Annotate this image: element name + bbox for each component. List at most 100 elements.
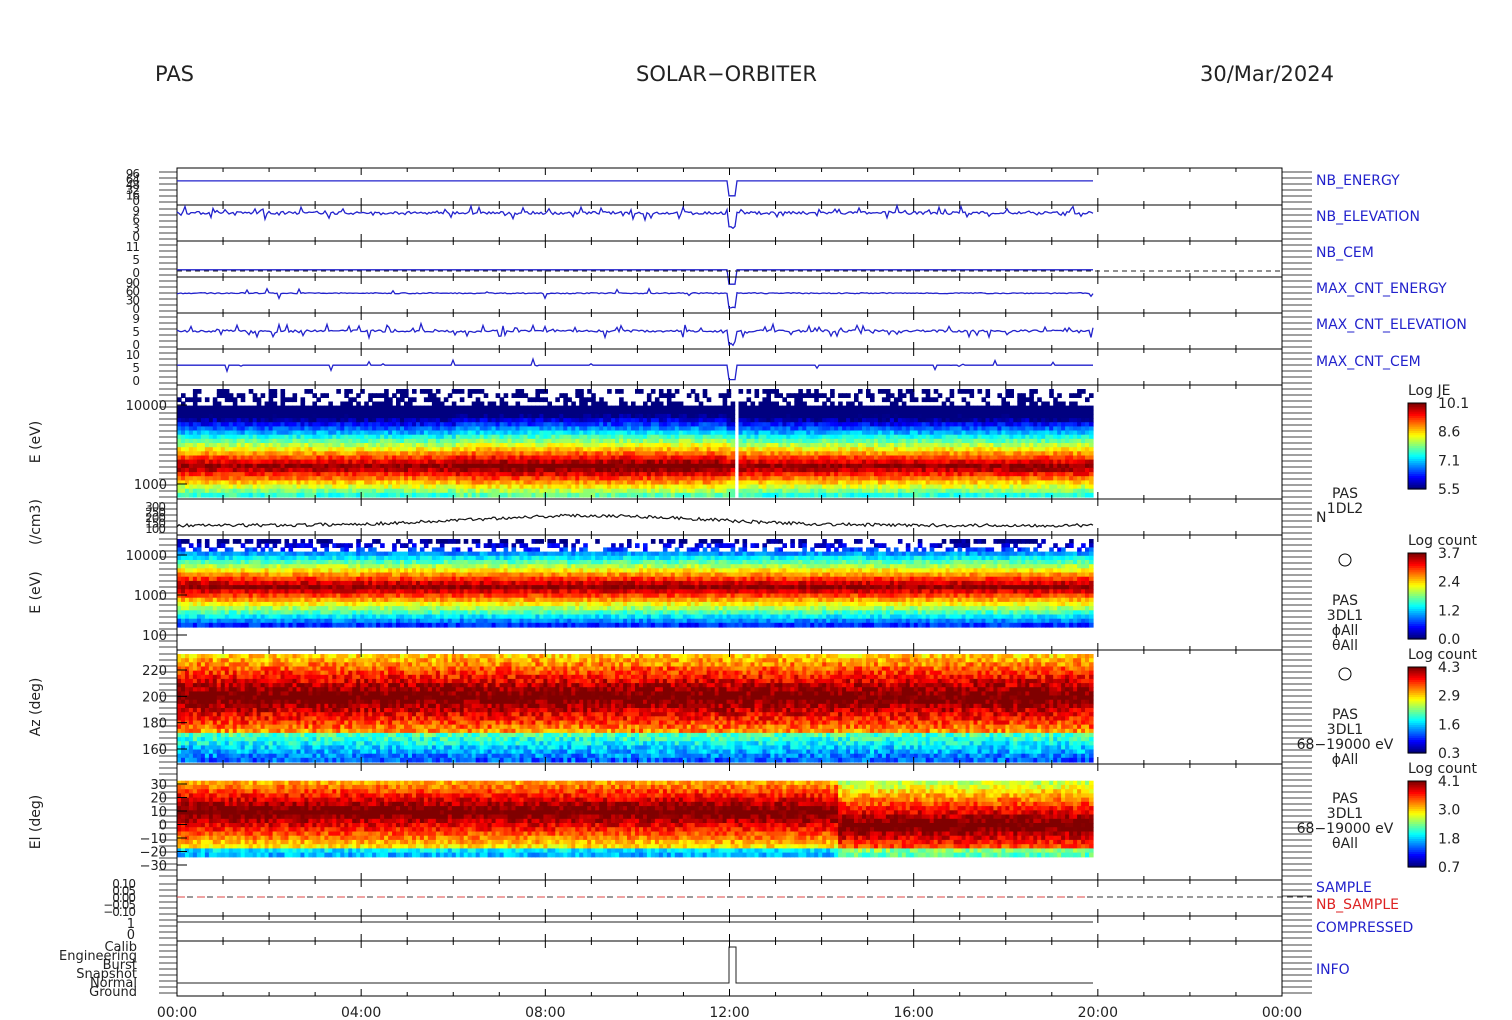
y-tick-label: 0 xyxy=(132,230,139,244)
heatmap-cell xyxy=(599,492,604,498)
heatmap-cell xyxy=(364,467,369,473)
heatmap-cell xyxy=(595,401,600,407)
heatmap-cell xyxy=(292,438,298,444)
heatmap-cell xyxy=(746,422,752,427)
heatmap-cell xyxy=(862,438,867,444)
heatmap-cell xyxy=(248,484,254,490)
heatmap-cell xyxy=(714,443,720,448)
heatmap-cell xyxy=(260,426,266,432)
heatmap-cell xyxy=(722,438,728,444)
heatmap-cell xyxy=(694,459,700,465)
heatmap-cell xyxy=(806,393,811,398)
heatmap-cell xyxy=(551,492,556,498)
heatmap-cell xyxy=(643,422,648,427)
heatmap-cell xyxy=(555,434,560,440)
heatmap-cell xyxy=(296,451,302,457)
heatmap-cell xyxy=(650,438,656,444)
heatmap-cell xyxy=(447,488,453,494)
heatmap-cell xyxy=(228,459,234,465)
heatmap-cell xyxy=(810,393,815,398)
heatmap-cell xyxy=(216,409,222,415)
heatmap-cell xyxy=(503,463,509,469)
heatmap-cell xyxy=(256,401,262,407)
heatmap-cell xyxy=(893,476,899,481)
heatmap-cell xyxy=(866,426,871,432)
heatmap-cell xyxy=(511,455,517,461)
heatmap-cell xyxy=(870,393,875,398)
heatmap-cell xyxy=(419,480,425,486)
heatmap-cell xyxy=(531,426,537,432)
heatmap-cell xyxy=(523,426,529,432)
heatmap-cell xyxy=(196,413,202,419)
heatmap-cell xyxy=(738,438,744,444)
heatmap-cell xyxy=(348,422,353,427)
heatmap-cell xyxy=(639,443,644,448)
heatmap-cell xyxy=(392,393,397,398)
heatmap-cell xyxy=(718,459,724,465)
heatmap-cell xyxy=(244,463,250,469)
heatmap-cell xyxy=(794,397,799,403)
heatmap-cell xyxy=(356,418,361,423)
heatmap-cell xyxy=(443,397,449,403)
heatmap-cell xyxy=(368,484,373,490)
heatmap-cell xyxy=(678,422,684,427)
heatmap-cell xyxy=(535,438,540,444)
heatmap-cell xyxy=(531,447,537,452)
heatmap-cell xyxy=(842,472,847,477)
heatmap-cell xyxy=(778,426,783,432)
heatmap-cell xyxy=(292,443,298,448)
heatmap-cell xyxy=(324,492,329,498)
heatmap-cell xyxy=(220,422,226,427)
heatmap-cell xyxy=(308,447,313,452)
heatmap-cell xyxy=(945,405,951,411)
heatmap-cell xyxy=(248,463,254,469)
heatmap-cell xyxy=(623,434,628,440)
heatmap-cell xyxy=(897,472,903,477)
heatmap-cell xyxy=(643,484,648,490)
heatmap-cell xyxy=(328,443,333,448)
heatmap-cell xyxy=(340,422,345,427)
heatmap-cell xyxy=(260,438,266,444)
heatmap-cell xyxy=(587,451,592,457)
heatmap-cell xyxy=(412,455,417,461)
heatmap-cell xyxy=(750,459,756,465)
heatmap-cell xyxy=(392,488,397,494)
heatmap-cell xyxy=(304,467,309,473)
heatmap-cell xyxy=(332,467,337,473)
heatmap-cell xyxy=(244,472,250,477)
heatmap-cell xyxy=(356,472,361,477)
heatmap-cell xyxy=(208,426,214,432)
heatmap-cell xyxy=(782,472,787,477)
heatmap-cell xyxy=(591,393,596,398)
heatmap-cell xyxy=(694,463,700,469)
heatmap-cell xyxy=(467,393,473,398)
heatmap-cell xyxy=(571,455,576,461)
heatmap-cell xyxy=(909,430,915,436)
heatmap-cell xyxy=(443,438,449,444)
heatmap-cell xyxy=(929,476,935,481)
heatmap-cell xyxy=(491,480,497,486)
heatmap-cell xyxy=(280,484,286,490)
heatmap-cell xyxy=(646,418,652,423)
heatmap-cell xyxy=(177,418,182,423)
heatmap-cell xyxy=(662,413,668,419)
heatmap-cell xyxy=(364,422,369,427)
heatmap-cell xyxy=(539,438,544,444)
heatmap-cell xyxy=(603,438,608,444)
heatmap-cell xyxy=(507,426,513,432)
heatmap-cell xyxy=(196,430,202,436)
heatmap-cell xyxy=(431,492,437,498)
heatmap-cell xyxy=(459,472,465,477)
heatmap-cell xyxy=(830,467,835,473)
heatmap-cell xyxy=(842,463,847,469)
heatmap-cell xyxy=(380,480,385,486)
heatmap-cell xyxy=(551,459,556,465)
heatmap-cell xyxy=(567,397,572,403)
heatmap-cell xyxy=(539,476,544,481)
heatmap-cell xyxy=(479,447,485,452)
heatmap-cell xyxy=(635,480,640,486)
heatmap-cell xyxy=(435,401,441,407)
heatmap-cell xyxy=(228,484,234,490)
heatmap-cell xyxy=(208,451,214,457)
heatmap-cell xyxy=(479,476,485,481)
